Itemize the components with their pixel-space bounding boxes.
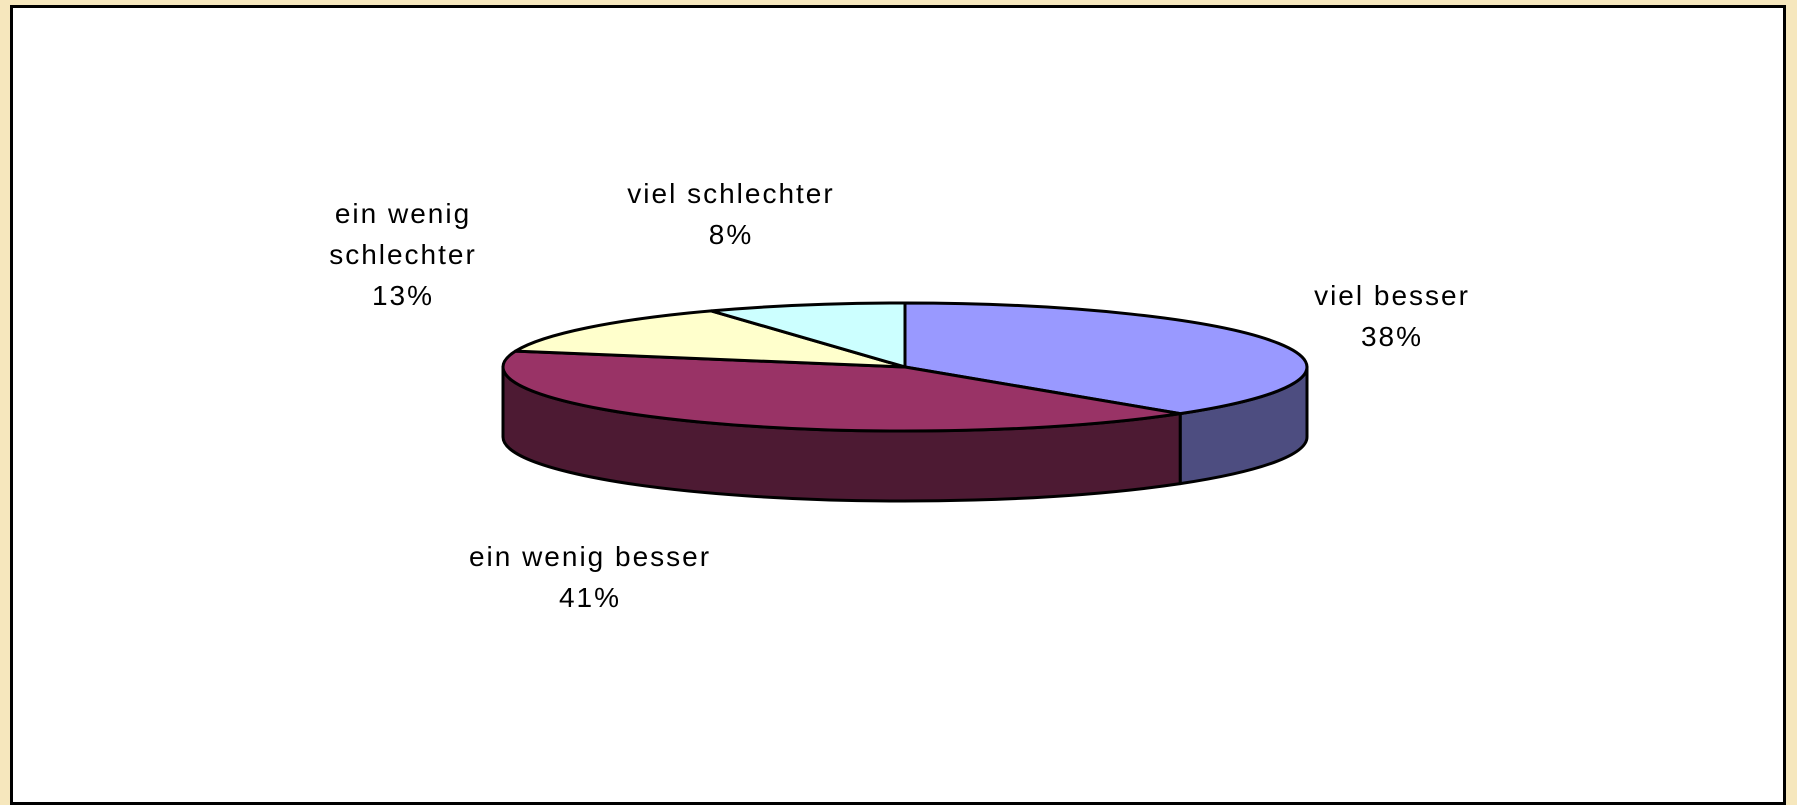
pie-slice <box>709 301 907 369</box>
pie-slice <box>501 349 1182 433</box>
slice-label: ein wenig besser 41% <box>469 536 711 618</box>
slice-value: 8% <box>708 219 754 250</box>
slice-value: 13% <box>371 280 435 311</box>
slice-category: viel besser <box>1314 280 1470 311</box>
slice-category: ein wenig schlechter <box>329 198 477 270</box>
slice-category: ein wenig besser <box>468 541 712 572</box>
slice-category: viel schlechter <box>627 178 835 209</box>
slice-value: 38% <box>1360 321 1424 352</box>
slice-value: 41% <box>558 582 622 613</box>
slice-label: viel besser 38% <box>1314 275 1470 357</box>
slice-label: viel schlechter 8% <box>627 173 834 255</box>
pie-slice <box>514 309 907 369</box>
pie-slice <box>903 301 1309 416</box>
slice-label: ein wenig schlechter 13% <box>288 193 518 316</box>
